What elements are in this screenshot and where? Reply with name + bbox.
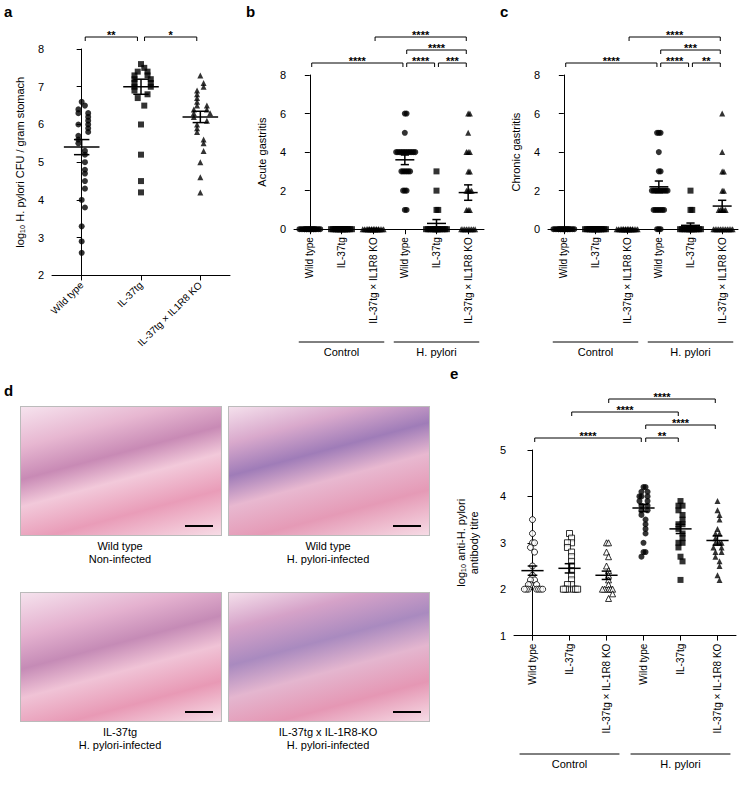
svg-text:5: 5 [38,156,44,168]
svg-text:Wild type: Wild type [304,237,315,279]
svg-text:****: **** [349,55,367,67]
svg-text:IL-37tg: IL-37tg [675,644,686,675]
svg-text:Wild type: Wild type [638,643,649,685]
svg-text:6: 6 [38,118,44,130]
svg-text:****: **** [603,55,621,67]
svg-text:Wild type: Wild type [653,237,664,279]
svg-text:5: 5 [500,444,506,456]
svg-text:**: ** [107,29,116,41]
svg-text:****: **** [653,391,671,403]
svg-text:IL-37tg: IL-37tg [115,280,145,310]
svg-text:1: 1 [500,630,506,642]
html-text:IL-37tg: IL-37tg [102,726,138,738]
svg-text:IL-37tg × IL1R8 KO: IL-37tg × IL1R8 KO [135,279,204,348]
svg-text:2: 2 [534,185,540,197]
svg-text:2: 2 [38,269,44,281]
svg-text:*: * [169,29,174,41]
svg-text:****: **** [579,430,597,442]
svg-text:Wild type: Wild type [49,279,86,316]
svg-text:IL-37tg: IL-37tg [564,644,575,675]
svg-text:Chronic gastritis: Chronic gastritis [510,112,522,191]
svg-text:4: 4 [500,490,506,502]
html-text:H. pylori-infected: H. pylori-infected [286,553,370,565]
svg-text:3: 3 [38,232,44,244]
svg-text:e: e [450,365,458,382]
svg-text:****: **** [666,55,684,67]
svg-text:a: a [4,3,13,20]
svg-text:4: 4 [280,146,286,158]
svg-text:Control: Control [552,758,587,770]
svg-text:4: 4 [38,194,44,206]
svg-text:6: 6 [280,108,286,120]
svg-text:**: ** [658,430,667,442]
svg-text:IL-37tg: IL-37tg [336,237,347,268]
svg-text:2: 2 [280,185,286,197]
svg-text:c: c [500,3,508,20]
svg-text:0: 0 [280,223,286,235]
svg-text:Control: Control [578,346,613,358]
svg-text:Control: Control [324,346,359,358]
svg-text:H. pylori: H. pylori [660,758,700,770]
svg-text:IL-37tg × IL1R8 KO: IL-37tg × IL1R8 KO [368,237,379,324]
svg-text:IL-37tg × IL1R8 KO: IL-37tg × IL1R8 KO [717,237,728,324]
svg-text:8: 8 [280,69,286,81]
svg-text:****: **** [616,404,634,416]
svg-text:Wild type: Wild type [399,237,410,279]
html-text:IL-37tg x IL-1R8-KO: IL-37tg x IL-1R8-KO [278,726,378,738]
svg-text:antibody titre: antibody titre [468,511,480,574]
html-text:H. pylori-infected: H. pylori-infected [286,739,370,751]
svg-text:log₁₀ H. pylori CFU / gram sto: log₁₀ H. pylori CFU / gram stomach [14,77,26,248]
svg-text:***: *** [446,55,460,67]
svg-text:log₁₀ anti-H. pylori: log₁₀ anti-H. pylori [455,499,467,587]
svg-text:3: 3 [500,537,506,549]
svg-text:****: **** [412,29,430,41]
html-text:Wild type: Wild type [305,540,351,552]
svg-text:****: **** [428,42,446,54]
svg-text:b: b [246,3,255,20]
svg-text:H. pylori: H. pylori [416,346,456,358]
html-text:Wild type: Wild type [97,540,143,552]
html-text:d: d [4,382,14,399]
svg-text:IL-37tg × IL-1R8 KO: IL-37tg × IL-1R8 KO [712,643,723,733]
svg-text:4: 4 [534,146,540,158]
svg-text:8: 8 [534,69,540,81]
svg-text:Acute gastritis: Acute gastritis [256,117,268,187]
svg-text:IL-37tg × IL1R8 KO: IL-37tg × IL1R8 KO [463,237,474,324]
svg-text:***: *** [684,42,698,54]
svg-text:0: 0 [534,223,540,235]
svg-text:7: 7 [38,81,44,93]
svg-text:6: 6 [534,108,540,120]
svg-text:IL-37tg: IL-37tg [685,237,696,268]
svg-text:H. pylori: H. pylori [670,346,710,358]
svg-text:2: 2 [500,583,506,595]
svg-text:**: ** [702,55,711,67]
svg-text:8: 8 [38,43,44,55]
svg-text:Wild type: Wild type [558,237,569,279]
svg-text:IL-37tg: IL-37tg [590,237,601,268]
html-text:Non-infected: Non-infected [88,553,152,565]
svg-text:IL-37tg: IL-37tg [431,237,442,268]
svg-text:****: **** [672,417,690,429]
svg-text:IL-37tg × IL-1R8 KO: IL-37tg × IL-1R8 KO [601,643,612,733]
svg-text:Wild type: Wild type [527,643,538,685]
svg-text:IL-37tg × IL1R8 KO: IL-37tg × IL1R8 KO [622,237,633,324]
html-text:H. pylori-infected: H. pylori-infected [78,739,162,751]
svg-text:****: **** [666,29,684,41]
svg-text:****: **** [412,55,430,67]
